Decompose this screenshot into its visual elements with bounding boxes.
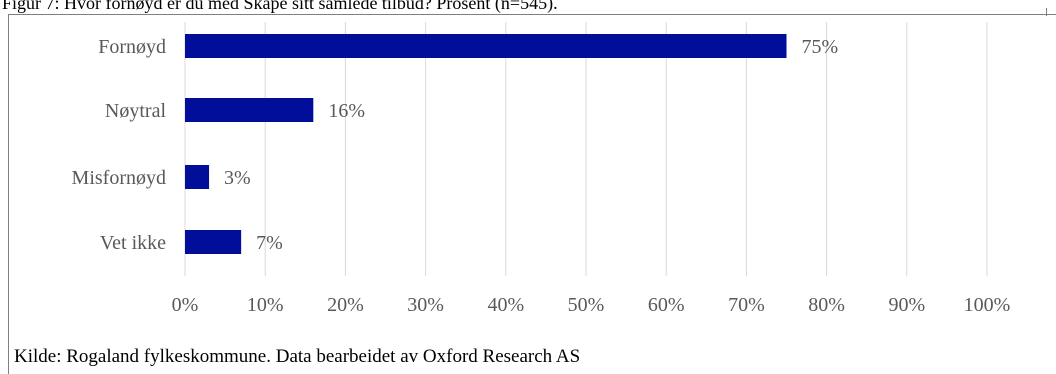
data-label: 3% xyxy=(224,167,251,189)
bar xyxy=(185,98,314,122)
x-tick-label: 20% xyxy=(327,294,364,316)
bar xyxy=(185,230,242,254)
x-tick-label: 50% xyxy=(568,294,605,316)
x-tick-label: 100% xyxy=(964,294,1011,316)
category-label: Misfornøyd xyxy=(72,167,166,189)
x-axis-ticks: 0% 10% 20% 30% 40% 50% 60% 70% 80% 90% 100% xyxy=(172,294,1011,316)
frame-corner-tick xyxy=(1046,8,1047,16)
category-label: Nøytral xyxy=(105,100,167,122)
source-note: Kilde: Rogaland fylkeskommune. Data bear… xyxy=(14,346,581,367)
x-tick-label: 40% xyxy=(487,294,524,316)
data-label: 75% xyxy=(802,36,839,58)
bar xyxy=(185,165,210,189)
category-labels: Fornøyd Nøytral Misfornøyd Vet ikke xyxy=(72,36,167,254)
x-tick-label: 70% xyxy=(728,294,765,316)
data-label: 16% xyxy=(328,100,365,122)
chart-frame xyxy=(8,14,1056,374)
bars xyxy=(185,34,787,254)
data-label: 7% xyxy=(256,232,283,254)
x-tick-label: 80% xyxy=(808,294,845,316)
bar-chart: Fornøyd Nøytral Misfornøyd Vet ikke 75% 16% 3… xyxy=(72,22,1011,316)
bar xyxy=(185,34,787,58)
x-tick-label: 90% xyxy=(888,294,925,316)
data-labels: 75% 16% 3% 7% xyxy=(224,36,838,254)
category-label: Vet ikke xyxy=(100,232,166,254)
x-tick-label: 10% xyxy=(247,294,284,316)
gridlines xyxy=(184,22,988,276)
x-tick-label: 60% xyxy=(648,294,685,316)
category-label: Fornøyd xyxy=(98,36,166,58)
x-tick-label: 30% xyxy=(407,294,444,316)
x-tick-label: 0% xyxy=(172,294,199,316)
figure-caption: Figur 7: Hvor fornøyd er du med Skape si… xyxy=(2,0,558,13)
